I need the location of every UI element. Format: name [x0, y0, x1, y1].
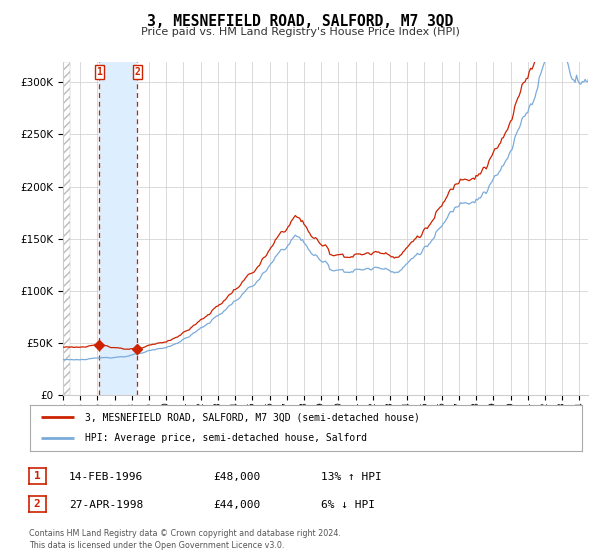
- Text: 1: 1: [34, 471, 41, 481]
- Text: £44,000: £44,000: [213, 500, 260, 510]
- Text: £48,000: £48,000: [213, 472, 260, 482]
- Text: This data is licensed under the Open Government Licence v3.0.: This data is licensed under the Open Gov…: [29, 541, 284, 550]
- Text: 2: 2: [34, 499, 41, 509]
- Text: Price paid vs. HM Land Registry's House Price Index (HPI): Price paid vs. HM Land Registry's House …: [140, 27, 460, 37]
- Bar: [100, 62, 137, 395]
- Text: HPI: Average price, semi-detached house, Salford: HPI: Average price, semi-detached house,…: [85, 433, 367, 444]
- Bar: [55, 62, 70, 395]
- Text: 3, MESNEFIELD ROAD, SALFORD, M7 3QD: 3, MESNEFIELD ROAD, SALFORD, M7 3QD: [147, 14, 453, 29]
- Text: Contains HM Land Registry data © Crown copyright and database right 2024.: Contains HM Land Registry data © Crown c…: [29, 529, 341, 538]
- Text: 3, MESNEFIELD ROAD, SALFORD, M7 3QD (semi-detached house): 3, MESNEFIELD ROAD, SALFORD, M7 3QD (sem…: [85, 412, 420, 422]
- Text: 13% ↑ HPI: 13% ↑ HPI: [321, 472, 382, 482]
- Text: 2: 2: [134, 67, 140, 77]
- Text: 1: 1: [97, 67, 103, 77]
- Text: 14-FEB-1996: 14-FEB-1996: [69, 472, 143, 482]
- Text: 27-APR-1998: 27-APR-1998: [69, 500, 143, 510]
- Text: 6% ↓ HPI: 6% ↓ HPI: [321, 500, 375, 510]
